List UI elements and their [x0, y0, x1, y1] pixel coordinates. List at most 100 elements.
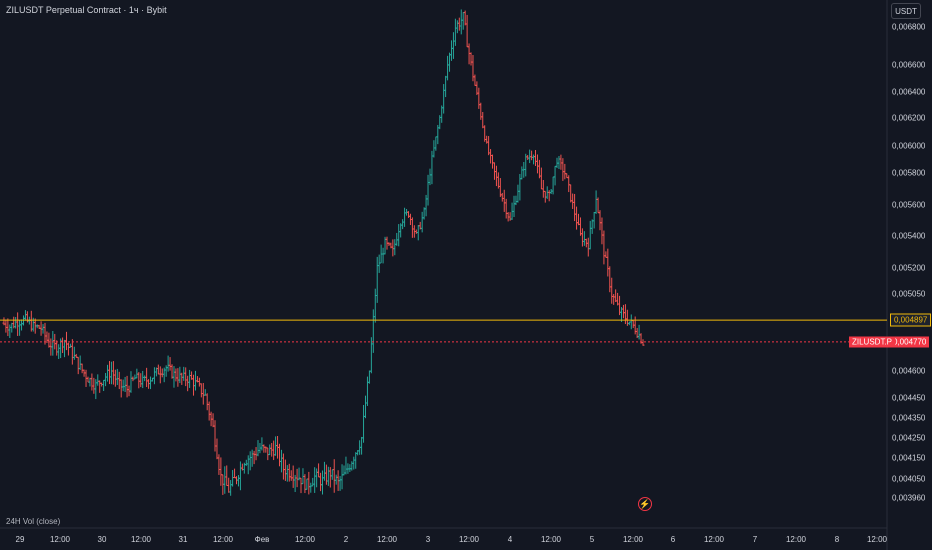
ohlc-bar: [246, 455, 250, 475]
time-tick-label: 6: [670, 535, 676, 544]
time-tick-label: Фев: [254, 535, 270, 544]
price-tick-label: 0,006600: [892, 60, 926, 70]
ohlc-bar: [211, 413, 215, 428]
ohlc-bar: [98, 380, 102, 393]
ohlc-bar: [86, 376, 90, 383]
ohlc-bar: [279, 449, 283, 473]
ohlc-bar: [225, 465, 229, 487]
ohlc-bar: [604, 251, 608, 258]
ohlc-bar: [107, 361, 111, 385]
ohlc-bar: [375, 256, 379, 303]
ohlc-bar: [283, 459, 287, 481]
ohlc-bar: [553, 165, 557, 186]
ohlc-bar: [582, 231, 586, 246]
ohlc-bar: [588, 220, 592, 250]
ohlc-bar: [348, 464, 352, 473]
ohlc-bar: [498, 178, 502, 197]
time-tick-label: 12:00: [622, 535, 644, 544]
ohlc-bar: [233, 468, 237, 479]
ohlc-bar: [213, 420, 217, 452]
ohlc-bar: [322, 461, 326, 481]
ohlc-bar: [168, 357, 172, 371]
ohlc-bar: [537, 159, 541, 179]
currency-button[interactable]: USDT: [891, 3, 921, 19]
time-tick-label: 12:00: [785, 535, 807, 544]
ohlc-bar: [395, 232, 399, 246]
ohlc-bar: [453, 18, 457, 46]
ohlc-bar: [502, 189, 506, 212]
ohlc-bar: [291, 465, 295, 488]
ohlc-bar: [238, 461, 242, 491]
ohlc-bar: [477, 87, 481, 109]
ohlc-bar: [397, 224, 401, 247]
ohlc-bar: [39, 321, 43, 336]
ohlc-bar: [272, 440, 276, 461]
ohlc-bar: [217, 454, 221, 475]
ohlc-bar: [567, 175, 571, 193]
ohlc-bar: [274, 436, 278, 456]
ohlc-bar: [455, 20, 459, 34]
ohlc-bar: [164, 365, 168, 377]
ohlc-bar: [172, 366, 176, 388]
ohlc-bar: [334, 474, 338, 485]
ohlc-bar: [487, 136, 491, 156]
ohlc-bar: [391, 239, 395, 257]
time-tick-label: 5: [589, 535, 595, 544]
ohlc-bar: [307, 471, 311, 495]
ohlc-bar: [623, 304, 627, 325]
ohlc-bar: [381, 247, 385, 264]
ohlc-bar: [365, 376, 369, 406]
ohlc-bar: [393, 239, 397, 256]
ohlc-bar: [449, 40, 453, 61]
ohlc-bar: [424, 194, 428, 217]
ohlc-bar: [363, 395, 367, 419]
ohlc-bar: [113, 369, 117, 387]
ohlc-bar: [287, 463, 291, 482]
ohlc-bar: [70, 339, 74, 365]
chart-title: ZILUSDT Perpetual Contract · 1ч · Bybit: [6, 5, 167, 15]
ohlc-bar: [612, 294, 616, 305]
ohlc-bar: [303, 474, 307, 494]
time-tick-label: 7: [752, 535, 758, 544]
price-tick-label: 0,005200: [892, 263, 926, 273]
ohlc-bar: [141, 370, 145, 389]
price-tick-label: 0,006200: [892, 113, 926, 123]
time-tick-label: 12:00: [294, 535, 316, 544]
ohlc-bar: [621, 304, 625, 319]
ohlc-bar: [178, 366, 182, 384]
ohlc-bar: [256, 440, 260, 457]
ohlc-bar: [188, 369, 192, 388]
ohlc-bar: [354, 452, 358, 469]
ohlc-bar: [328, 467, 332, 488]
ohlc-bar: [614, 289, 618, 303]
ohlc-bar: [324, 464, 328, 485]
ohlc-bar: [80, 363, 84, 374]
ohlc-bar: [330, 469, 334, 480]
ohlc-bar: [313, 467, 317, 493]
ohlc-bar: [45, 331, 49, 343]
ohlc-bar: [311, 477, 315, 487]
ohlc-bar: [561, 158, 565, 181]
ohlc-bar: [504, 198, 508, 219]
ohlc-bar: [338, 476, 342, 491]
ohlc-bar: [252, 450, 256, 465]
ohlc-bar: [598, 210, 602, 231]
ohlc-bar: [473, 74, 477, 86]
ohlc-bar: [352, 456, 356, 470]
time-tick-label: 12:00: [540, 535, 562, 544]
ohlc-bar: [577, 213, 581, 226]
ohlc-bar: [64, 331, 68, 351]
lightning-icon[interactable]: ⚡: [638, 497, 652, 511]
ohlc-bar: [631, 319, 635, 328]
ohlc-bar: [299, 477, 303, 494]
ohlc-bar: [111, 361, 115, 385]
ohlc-bar: [135, 368, 139, 379]
indicator-label[interactable]: 24H Vol (close): [6, 517, 61, 526]
ohlc-bar: [340, 464, 344, 490]
ohlc-bar: [201, 383, 205, 405]
ohlc-bar: [371, 309, 375, 353]
ohlc-bar: [594, 190, 598, 214]
ohlc-bar: [166, 355, 170, 372]
